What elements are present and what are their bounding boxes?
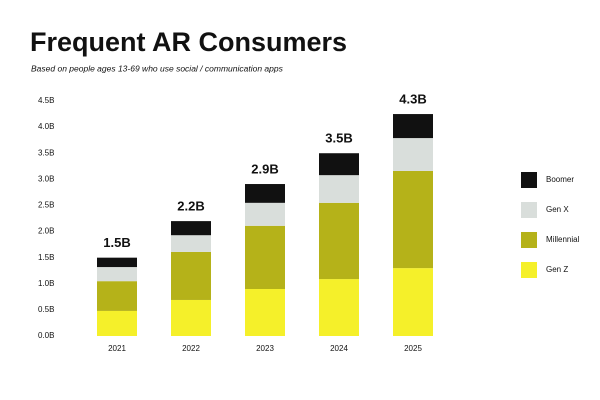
- y-tick-label: 4.5B: [38, 96, 54, 105]
- total-label: 1.5B: [103, 235, 130, 250]
- legend-swatch: [521, 232, 537, 248]
- legend-swatch: [521, 172, 537, 188]
- legend-label: Gen X: [546, 205, 569, 214]
- y-tick-label: 2.0B: [38, 227, 54, 236]
- bar-segment: [171, 221, 211, 236]
- x-tick-label: 2025: [404, 344, 422, 353]
- bar-segment: [393, 114, 433, 139]
- bar-segment: [171, 251, 211, 300]
- y-tick-label: 3.5B: [38, 148, 54, 157]
- bar-segment: [97, 257, 137, 268]
- x-tick-label: 2023: [256, 344, 274, 353]
- total-label: 2.9B: [251, 161, 278, 176]
- bar-segment: [97, 310, 137, 336]
- chart-subtitle: Based on people ages 13-69 who use socia…: [31, 63, 284, 73]
- y-tick-label: 2.5B: [38, 201, 54, 210]
- y-tick-label: 1.0B: [38, 279, 54, 288]
- total-label: 4.3B: [399, 91, 426, 106]
- y-tick-label: 0.0B: [38, 331, 54, 340]
- y-tick-label: 1.5B: [38, 253, 54, 262]
- bar-segment: [319, 175, 359, 203]
- bar-segment: [393, 268, 433, 336]
- bar-segment: [319, 153, 359, 176]
- y-tick-label: 3.0B: [38, 174, 54, 183]
- x-tick-label: 2021: [108, 344, 126, 353]
- bar-segment: [171, 299, 211, 336]
- bar-segment: [97, 281, 137, 311]
- x-tick-label: 2022: [182, 344, 200, 353]
- bar-segment: [171, 235, 211, 252]
- legend-label: Gen Z: [546, 265, 568, 274]
- bar-segment: [245, 289, 285, 336]
- bar-segment: [245, 184, 285, 203]
- bar-segment: [319, 202, 359, 280]
- bar-segment: [97, 267, 137, 282]
- legend-label: Boomer: [546, 175, 574, 184]
- total-label: 2.2B: [177, 199, 204, 214]
- bar-segment: [319, 279, 359, 336]
- legend-label: Millennial: [546, 235, 580, 244]
- bar-segment: [245, 202, 285, 226]
- legend-swatch: [521, 262, 537, 278]
- chart-title: Frequent AR Consumers: [30, 27, 347, 57]
- y-tick-label: 0.5B: [38, 305, 54, 314]
- x-tick-label: 2024: [330, 344, 348, 353]
- legend-swatch: [521, 202, 537, 218]
- bar-segment: [393, 138, 433, 171]
- bar-segment: [245, 225, 285, 289]
- y-tick-label: 4.0B: [38, 122, 54, 131]
- total-label: 3.5B: [325, 131, 352, 146]
- bar-segment: [393, 170, 433, 269]
